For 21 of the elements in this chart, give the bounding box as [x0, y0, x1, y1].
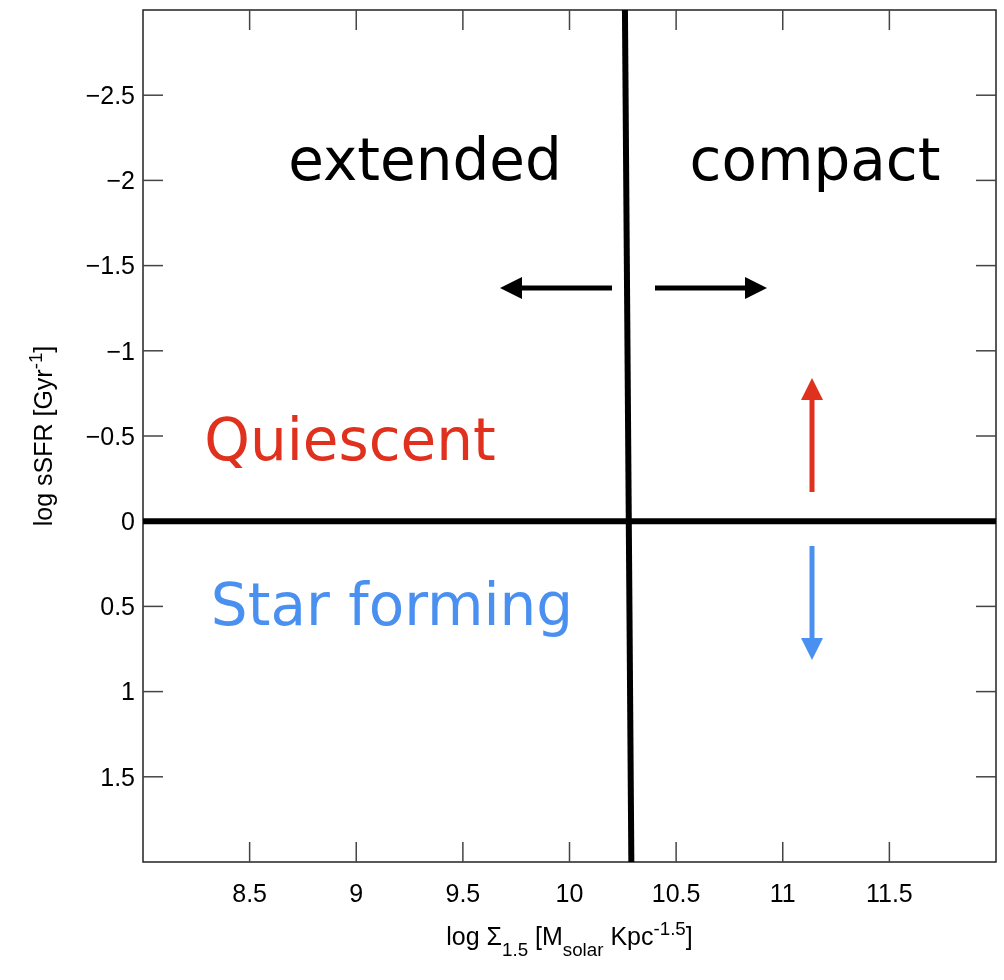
y-tick-label: 0.5: [100, 592, 135, 621]
y-tick-label: 0: [121, 506, 135, 535]
annotation: Quiescent: [204, 406, 496, 475]
y-tick-label: −1: [106, 336, 135, 365]
y-tick-label: −2.5: [85, 80, 135, 109]
y-tick-label: −1.5: [85, 251, 135, 280]
x-tick-label: 8.5: [232, 879, 268, 907]
x-tick-label: 10: [555, 879, 584, 907]
annotation: extended: [288, 126, 562, 195]
x-tick-label: 10.5: [651, 879, 701, 907]
x-axis-title: log Σ$_{1.5}$ [M$_{solar}$ Kpc$^{-1.5}$]: [446, 917, 693, 960]
y-tick-label: 1.5: [100, 762, 135, 791]
annotation: Star forming: [210, 571, 574, 640]
y-tick-label: −2: [106, 166, 135, 195]
annotation: compact: [689, 126, 941, 195]
x-tick-label: 9.5: [445, 879, 481, 907]
x-tick-label: 11.5: [865, 879, 913, 907]
x-tick-label: 9: [349, 879, 364, 907]
y-tick-label: 1: [121, 677, 135, 706]
x-tick-label: 11: [769, 879, 796, 907]
y-tick-label: −0.5: [85, 421, 135, 450]
